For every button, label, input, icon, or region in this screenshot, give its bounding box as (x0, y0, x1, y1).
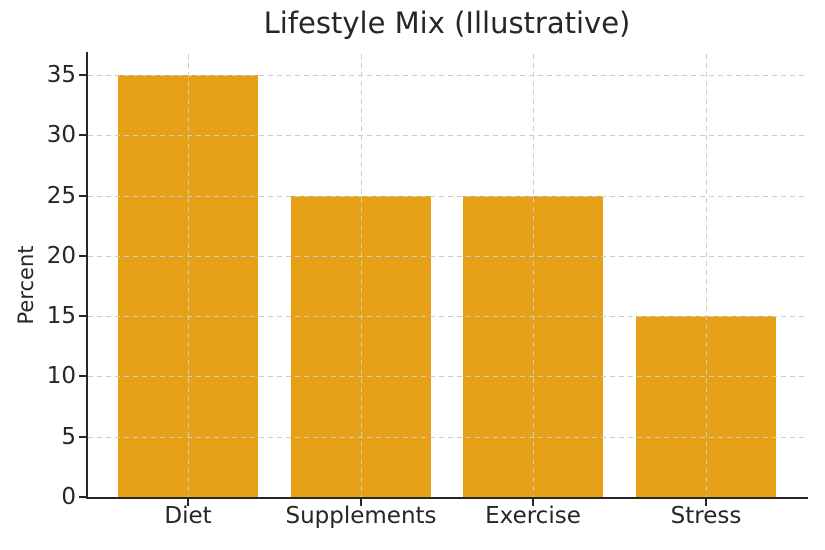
y-tick-mark (79, 315, 87, 317)
y-tick-mark (79, 195, 87, 197)
v-gridline (706, 54, 707, 497)
x-tick-label: Diet (164, 503, 212, 529)
grid-layer (88, 54, 806, 497)
h-gridline (88, 437, 806, 438)
y-tick-mark (79, 375, 87, 377)
y-tick-label: 25 (46, 183, 76, 209)
y-axis-spine (86, 52, 88, 499)
y-tick-label: 5 (61, 424, 76, 450)
y-tick-mark (79, 74, 87, 76)
plot-area (88, 54, 806, 497)
y-tick-label: 15 (46, 303, 76, 329)
y-tick-mark (79, 496, 87, 498)
h-gridline (88, 135, 806, 136)
x-tick-mark (187, 499, 189, 506)
x-tick-mark (705, 499, 707, 506)
x-tick-label: Exercise (485, 503, 581, 529)
h-gridline (88, 75, 806, 76)
y-tick-label: 20 (46, 243, 76, 269)
h-gridline (88, 196, 806, 197)
chart-title: Lifestyle Mix (Illustrative) (263, 6, 631, 40)
h-gridline (88, 256, 806, 257)
y-tick-label: 30 (46, 122, 76, 148)
y-tick-label: 35 (46, 62, 76, 88)
y-tick-mark (79, 134, 87, 136)
h-gridline (88, 316, 806, 317)
v-gridline (533, 54, 534, 497)
y-tick-label: 10 (46, 363, 76, 389)
y-tick-mark (79, 255, 87, 257)
x-axis-spine (86, 497, 808, 499)
h-gridline (88, 376, 806, 377)
y-tick-mark (79, 436, 87, 438)
x-tick-mark (532, 499, 534, 506)
v-gridline (361, 54, 362, 497)
x-tick-mark (360, 499, 362, 506)
x-tick-label: Stress (670, 503, 742, 529)
x-tick-label: Supplements (285, 503, 437, 529)
y-tick-label: 0 (61, 484, 76, 510)
v-gridline (188, 54, 189, 497)
